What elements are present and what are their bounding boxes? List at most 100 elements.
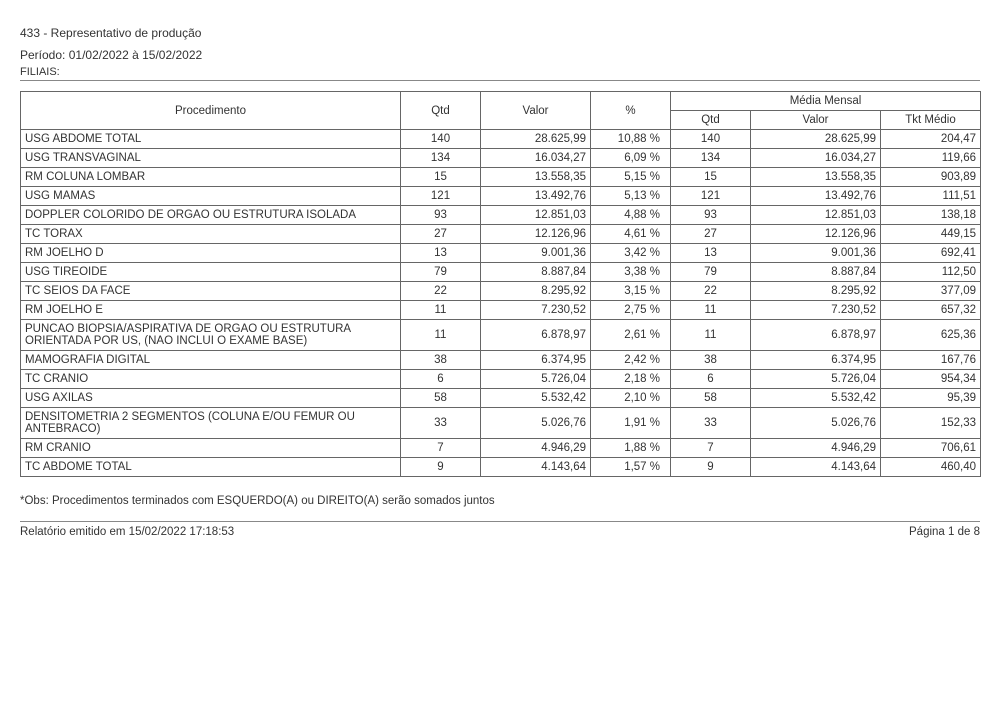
cell-mvalor: 6.878,97: [751, 320, 881, 351]
periodo-line: Período: 01/02/2022 à 15/02/2022: [20, 48, 980, 62]
cell-qtd: 22: [401, 282, 481, 301]
cell-pct: 4,61 %: [591, 225, 671, 244]
cell-qtd: 140: [401, 130, 481, 149]
cell-pct: 1,91 %: [591, 408, 671, 439]
report-footer: Relatório emitido em 15/02/2022 17:18:53…: [20, 521, 980, 538]
cell-valor: 8.887,84: [481, 263, 591, 282]
cell-valor: 16.034,27: [481, 149, 591, 168]
cell-tkt: 954,34: [881, 370, 981, 389]
cell-pct: 2,75 %: [591, 301, 671, 320]
th-m-valor: Valor: [751, 111, 881, 130]
cell-qtd: 79: [401, 263, 481, 282]
cell-mvalor: 6.374,95: [751, 351, 881, 370]
cell-valor: 4.946,29: [481, 439, 591, 458]
cell-tkt: 625,36: [881, 320, 981, 351]
cell-tkt: 152,33: [881, 408, 981, 439]
cell-valor: 12.126,96: [481, 225, 591, 244]
cell-qtd: 27: [401, 225, 481, 244]
cell-pct: 6,09 %: [591, 149, 671, 168]
table-body: USG ABDOME TOTAL14028.625,9910,88 %14028…: [21, 130, 981, 477]
cell-tkt: 111,51: [881, 187, 981, 206]
cell-mvalor: 5.532,42: [751, 389, 881, 408]
cell-mqtd: 15: [671, 168, 751, 187]
cell-pct: 3,42 %: [591, 244, 671, 263]
cell-proc: USG TIREOIDE: [21, 263, 401, 282]
cell-proc: RM COLUNA LOMBAR: [21, 168, 401, 187]
cell-qtd: 9: [401, 458, 481, 477]
cell-qtd: 38: [401, 351, 481, 370]
cell-valor: 12.851,03: [481, 206, 591, 225]
table-row: RM JOELHO D139.001,363,42 %139.001,36692…: [21, 244, 981, 263]
cell-valor: 5.026,76: [481, 408, 591, 439]
report-table: Procedimento Qtd Valor % Média Mensal Qt…: [20, 91, 981, 477]
cell-qtd: 7: [401, 439, 481, 458]
cell-qtd: 15: [401, 168, 481, 187]
table-row: MAMOGRAFIA DIGITAL386.374,952,42 %386.37…: [21, 351, 981, 370]
cell-mvalor: 5.726,04: [751, 370, 881, 389]
th-m-qtd: Qtd: [671, 111, 751, 130]
cell-valor: 6.878,97: [481, 320, 591, 351]
table-row: TC TORAX2712.126,964,61 %2712.126,96449,…: [21, 225, 981, 244]
cell-mqtd: 121: [671, 187, 751, 206]
cell-pct: 2,42 %: [591, 351, 671, 370]
cell-mvalor: 4.946,29: [751, 439, 881, 458]
cell-pct: 1,57 %: [591, 458, 671, 477]
cell-valor: 6.374,95: [481, 351, 591, 370]
table-row: USG AXILAS585.532,422,10 %585.532,4295,3…: [21, 389, 981, 408]
table-row: TC CRANIO65.726,042,18 %65.726,04954,34: [21, 370, 981, 389]
filiais-label: FILIAIS:: [20, 66, 60, 78]
cell-mqtd: 9: [671, 458, 751, 477]
footer-emitted-label: Relatório emitido em: [20, 526, 125, 538]
cell-proc: TC SEIOS DA FACE: [21, 282, 401, 301]
cell-mqtd: 11: [671, 301, 751, 320]
cell-proc: TC CRANIO: [21, 370, 401, 389]
cell-tkt: 95,39: [881, 389, 981, 408]
cell-qtd: 121: [401, 187, 481, 206]
table-row: DOPPLER COLORIDO DE ORGAO OU ESTRUTURA I…: [21, 206, 981, 225]
periodo-label: Período:: [20, 48, 65, 62]
cell-valor: 5.532,42: [481, 389, 591, 408]
cell-mvalor: 5.026,76: [751, 408, 881, 439]
cell-mvalor: 13.558,35: [751, 168, 881, 187]
cell-qtd: 58: [401, 389, 481, 408]
cell-mqtd: 134: [671, 149, 751, 168]
cell-tkt: 119,66: [881, 149, 981, 168]
cell-tkt: 903,89: [881, 168, 981, 187]
report-header: 433 - Representativo de produção Período…: [20, 26, 980, 81]
cell-tkt: 449,15: [881, 225, 981, 244]
table-row: PUNCAO BIOPSIA/ASPIRATIVA DE ORGAO OU ES…: [21, 320, 981, 351]
cell-mvalor: 12.851,03: [751, 206, 881, 225]
cell-qtd: 13: [401, 244, 481, 263]
cell-valor: 13.492,76: [481, 187, 591, 206]
cell-pct: 3,15 %: [591, 282, 671, 301]
footer-page: Página 1 de 8: [909, 526, 980, 538]
cell-proc: USG TRANSVAGINAL: [21, 149, 401, 168]
th-media-mensal: Média Mensal: [671, 92, 981, 111]
cell-mqtd: 27: [671, 225, 751, 244]
cell-mvalor: 8.887,84: [751, 263, 881, 282]
cell-proc: DOPPLER COLORIDO DE ORGAO OU ESTRUTURA I…: [21, 206, 401, 225]
table-row: USG TRANSVAGINAL13416.034,276,09 %13416.…: [21, 149, 981, 168]
cell-tkt: 138,18: [881, 206, 981, 225]
cell-proc: USG ABDOME TOTAL: [21, 130, 401, 149]
cell-valor: 5.726,04: [481, 370, 591, 389]
cell-tkt: 167,76: [881, 351, 981, 370]
cell-mqtd: 93: [671, 206, 751, 225]
cell-proc: RM JOELHO E: [21, 301, 401, 320]
cell-pct: 10,88 %: [591, 130, 671, 149]
cell-pct: 2,10 %: [591, 389, 671, 408]
cell-qtd: 33: [401, 408, 481, 439]
cell-tkt: 692,41: [881, 244, 981, 263]
cell-mvalor: 12.126,96: [751, 225, 881, 244]
cell-pct: 1,88 %: [591, 439, 671, 458]
cell-pct: 5,13 %: [591, 187, 671, 206]
cell-mvalor: 7.230,52: [751, 301, 881, 320]
table-row: RM COLUNA LOMBAR1513.558,355,15 %1513.55…: [21, 168, 981, 187]
cell-valor: 4.143,64: [481, 458, 591, 477]
table-row: USG TIREOIDE798.887,843,38 %798.887,8411…: [21, 263, 981, 282]
table-row: DENSITOMETRIA 2 SEGMENTOS (COLUNA E/OU F…: [21, 408, 981, 439]
footer-emitted-date: 15/02/2022 17:18:53: [129, 526, 235, 538]
cell-tkt: 657,32: [881, 301, 981, 320]
cell-valor: 9.001,36: [481, 244, 591, 263]
cell-proc: PUNCAO BIOPSIA/ASPIRATIVA DE ORGAO OU ES…: [21, 320, 401, 351]
